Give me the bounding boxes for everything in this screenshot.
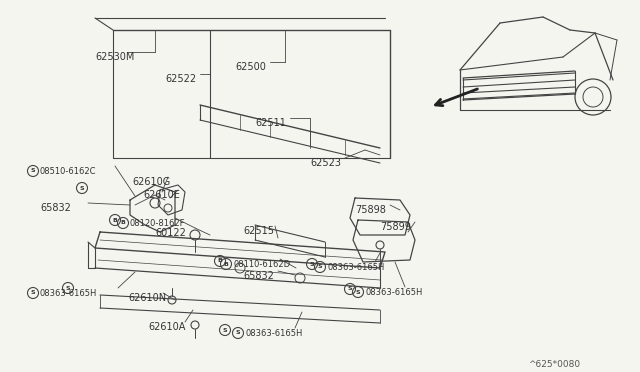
Text: 08120-8162F: 08120-8162F [130,219,186,228]
Text: S: S [348,286,352,292]
Text: 62515: 62515 [243,226,274,236]
Text: 62610N: 62610N [128,293,166,303]
Text: 08363-6165H: 08363-6165H [245,329,302,338]
Text: 65832: 65832 [40,203,71,213]
Text: ^625*0080: ^625*0080 [528,360,580,369]
Text: 62500: 62500 [235,62,266,72]
Text: 75899: 75899 [380,222,411,232]
Text: S: S [31,291,35,295]
Text: B: B [120,221,125,225]
Text: S: S [310,262,314,266]
Text: 08363-6165H: 08363-6165H [40,289,97,298]
Text: 08363-6165H: 08363-6165H [327,263,385,272]
Text: 62522: 62522 [165,74,196,84]
Text: 08510-6162C: 08510-6162C [40,167,97,176]
Text: 62610A: 62610A [148,322,186,332]
Text: 08110-6162D: 08110-6162D [233,260,290,269]
Text: 08363-6165H: 08363-6165H [365,288,422,297]
Text: S: S [80,186,84,190]
Text: S: S [236,330,240,336]
Text: S: S [31,169,35,173]
Text: 62610G: 62610G [132,177,170,187]
Text: 62530M: 62530M [95,52,134,62]
Text: 62523: 62523 [310,158,341,168]
Text: 60122: 60122 [155,228,186,238]
Text: B: B [113,218,117,222]
Text: S: S [223,327,227,333]
Text: 65832: 65832 [243,271,274,281]
Text: B: B [223,262,228,266]
Text: 62610E: 62610E [143,190,180,200]
Text: 62511: 62511 [255,118,286,128]
Text: 75898: 75898 [355,205,386,215]
Text: S: S [66,285,70,291]
Text: S: S [356,289,360,295]
Text: S: S [317,264,323,269]
Text: B: B [218,259,223,263]
